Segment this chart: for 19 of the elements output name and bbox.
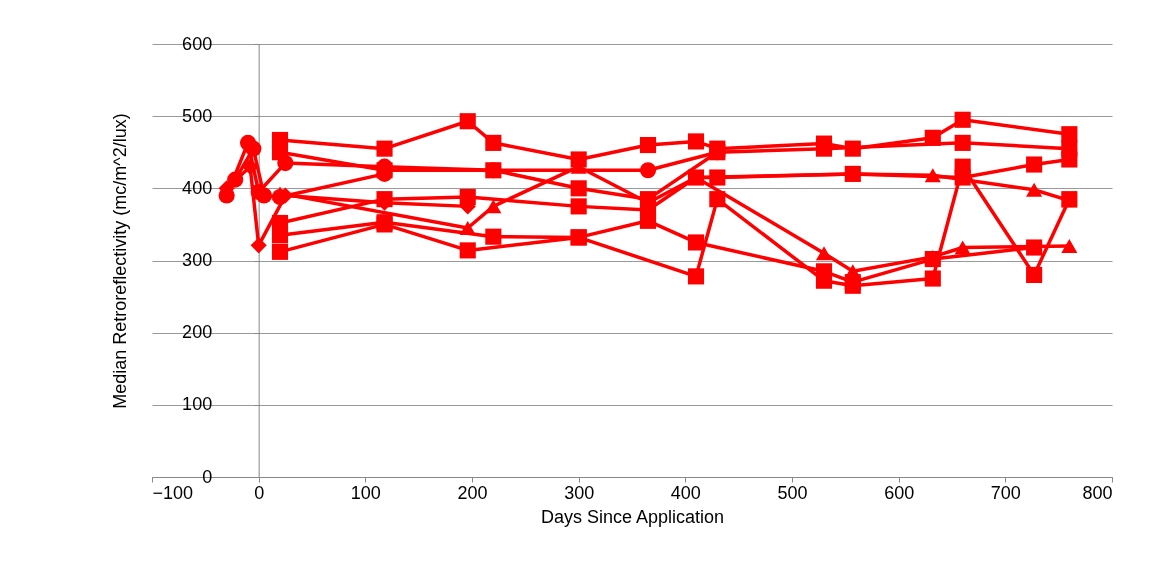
x-tick-label: 500 [777,482,808,503]
y-tick-label: 100 [182,394,213,415]
x-tick-label: 100 [350,482,381,503]
x-axis-title: Days Since Application [540,506,725,527]
y-tick-label: 300 [182,250,213,270]
y-tick-label: 400 [182,177,213,198]
y-tick-label: 0 [202,466,213,487]
y-tick-label: 200 [182,322,213,343]
y-tick-label: 500 [182,105,213,126]
x-tick-label: 400 [670,482,701,503]
x-tick-label: −100 [152,482,194,503]
x-tick-label: 200 [457,482,488,503]
y-tick-label: 600 [182,33,213,54]
x-tick-label: 300 [564,482,595,503]
x-tick-label: 0 [254,482,265,503]
x-tick-label: 600 [884,482,915,503]
x-tick-label: 800 [1082,482,1113,503]
y-axis-title: Median Retroreflectivity (mc/m^2/lux) [110,113,131,409]
x-tick-label: 700 [990,482,1021,503]
